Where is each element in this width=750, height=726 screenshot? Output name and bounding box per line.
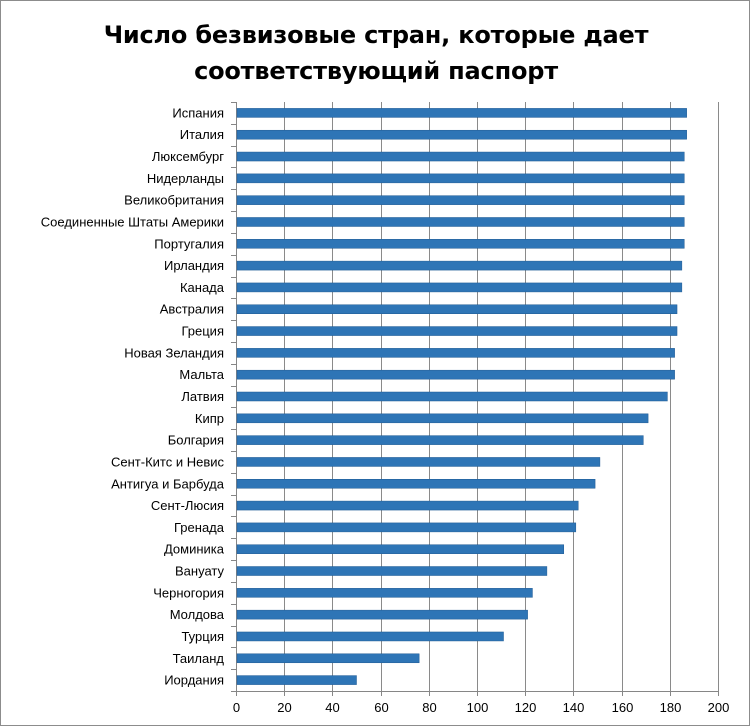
bar — [236, 282, 683, 293]
x-tick-label: 80 — [422, 700, 436, 715]
category-label: Гренада — [174, 520, 225, 535]
category-label: Болгария — [168, 433, 224, 448]
x-tick-label: 0 — [233, 700, 240, 715]
category-label: Мальта — [179, 367, 224, 382]
category-label: Новая Зеландия — [124, 345, 224, 360]
x-tick-label: 140 — [563, 700, 585, 715]
bar — [236, 457, 601, 467]
bar — [236, 129, 687, 140]
bar — [236, 348, 675, 358]
bar — [236, 500, 579, 511]
bar — [236, 326, 678, 336]
category-label: Греция — [181, 324, 224, 339]
category-label: Сент-Люсия — [151, 498, 224, 513]
x-tick-label: 180 — [660, 700, 682, 715]
x-tick-label: 160 — [612, 700, 634, 715]
category-label: Черногория — [153, 585, 224, 600]
bar — [236, 217, 685, 227]
bar — [236, 479, 596, 489]
x-tick-label: 200 — [708, 700, 730, 715]
category-label: Ирландия — [164, 258, 224, 273]
bar — [236, 631, 504, 642]
category-label: Турция — [181, 629, 224, 644]
bar — [236, 260, 683, 271]
category-label: Испания — [172, 105, 224, 120]
bar — [236, 151, 685, 162]
category-label: Португалия — [154, 236, 224, 251]
category-label: Кипр — [195, 411, 224, 426]
bar — [236, 435, 644, 445]
category-label: Италия — [180, 127, 224, 142]
category-label: Великобритания — [124, 193, 224, 208]
category-label: Молдова — [170, 607, 225, 622]
x-tick-label: 60 — [374, 700, 388, 715]
category-label: Таиланд — [173, 651, 225, 666]
bar — [236, 653, 420, 664]
bar — [236, 588, 533, 598]
bar — [236, 609, 528, 620]
chart-title: Число безвизовые стран, которые дает соо… — [103, 21, 649, 85]
bar — [236, 239, 685, 249]
bar — [236, 304, 678, 314]
x-tick-label: 120 — [515, 700, 537, 715]
category-label: Доминика — [164, 542, 225, 557]
bar — [236, 369, 675, 380]
category-label: Антигуа и Барбуда — [111, 476, 225, 491]
bar — [236, 522, 577, 533]
category-label: Люксембург — [152, 149, 224, 164]
x-tick-label: 40 — [325, 700, 339, 715]
category-label: Сент-Китс и Невис — [111, 454, 224, 469]
x-tick-label: 20 — [277, 700, 291, 715]
bar — [236, 173, 685, 184]
category-label: Соединенные Штаты Америки — [41, 214, 224, 229]
category-label: Канада — [180, 280, 225, 295]
bar — [236, 195, 685, 205]
bar — [236, 391, 668, 402]
bar — [236, 675, 357, 685]
category-label: Австралия — [160, 302, 224, 317]
bar — [236, 566, 548, 576]
bar — [236, 544, 565, 554]
category-label: Вануату — [175, 564, 224, 579]
category-label: Латвия — [181, 389, 224, 404]
bar — [236, 413, 649, 424]
category-label: Нидерланды — [147, 171, 224, 186]
x-tick-label: 100 — [467, 700, 489, 715]
bar — [236, 108, 687, 118]
category-label: Иордания — [164, 673, 224, 688]
